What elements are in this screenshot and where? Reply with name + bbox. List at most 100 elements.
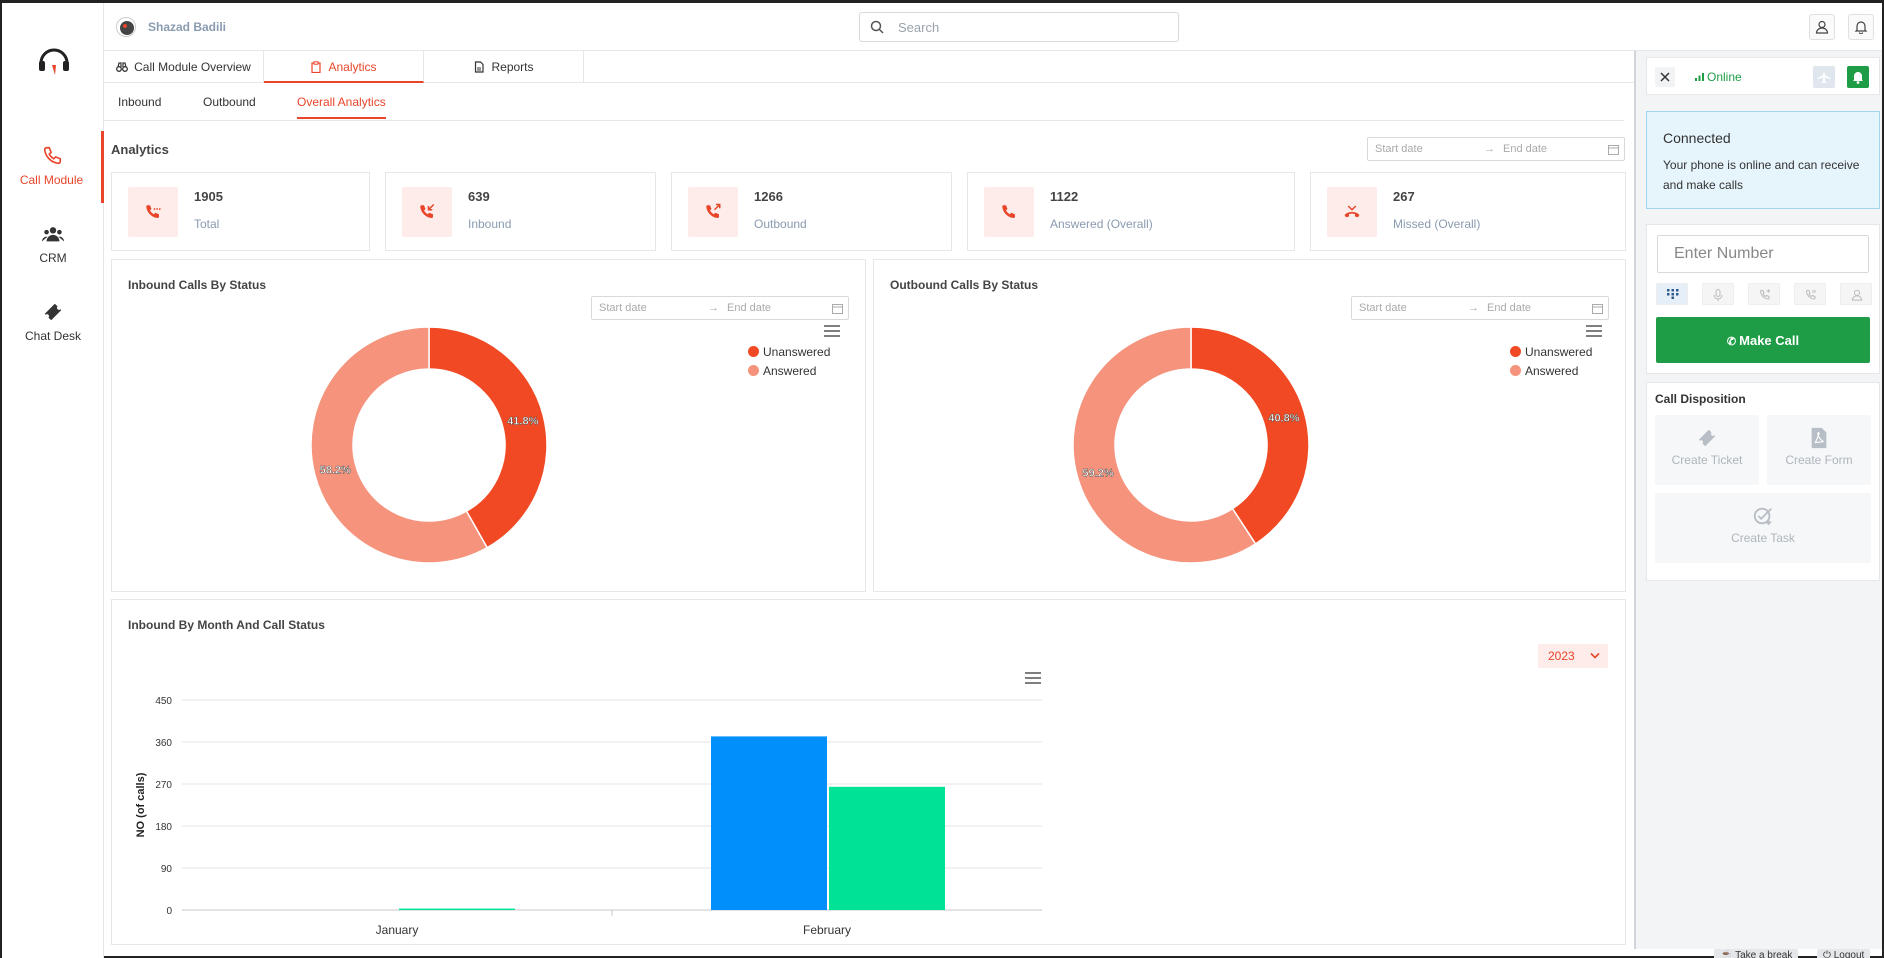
phone-icon: [43, 146, 61, 165]
year-select[interactable]: 2023: [1538, 644, 1608, 668]
tab-call-module-overview[interactable]: Call Module Overview: [104, 51, 264, 83]
donut-slice-answered[interactable]: [310, 326, 489, 564]
start-date-input[interactable]: Start date: [1359, 302, 1407, 314]
search-input[interactable]: [898, 13, 1168, 41]
start-date-input[interactable]: Start date: [1375, 143, 1423, 155]
profile-button[interactable]: [1809, 14, 1835, 40]
contact-button[interactable]: [1840, 283, 1872, 305]
y-axis-label: NO (of calls): [135, 772, 147, 837]
range-arrow-icon: →: [1484, 143, 1495, 155]
stat-outbound: 1266 Outbound: [671, 172, 952, 251]
start-date-input[interactable]: Start date: [599, 302, 647, 314]
alerts-button[interactable]: [1847, 66, 1869, 88]
range-arrow-icon: →: [1468, 302, 1479, 314]
stat-value: 639: [468, 189, 490, 204]
nav-label: Call Module: [19, 173, 84, 187]
nav-chat-desk[interactable]: Chat Desk: [2, 287, 104, 359]
y-tick-label: 360: [155, 738, 172, 749]
y-tick-label: 270: [155, 780, 172, 791]
online-status: Online: [1707, 70, 1742, 84]
end-date-input[interactable]: End date: [727, 302, 772, 314]
notifications-button[interactable]: [1848, 14, 1874, 40]
calendar-icon: [832, 304, 843, 314]
avatar[interactable]: [116, 17, 136, 37]
legend-item[interactable]: Answered: [748, 362, 830, 381]
outbound-date-range[interactable]: Start date → End date: [1351, 296, 1609, 320]
close-panel-button[interactable]: [1655, 67, 1675, 87]
tab-reports[interactable]: Reports: [424, 51, 584, 83]
bar-answered-february[interactable]: [711, 736, 827, 910]
legend-marker: [748, 365, 759, 376]
end-date-input[interactable]: End date: [1487, 302, 1532, 314]
make-call-button[interactable]: ✆ Make Call: [1656, 317, 1870, 363]
pdf-file-icon: [1811, 427, 1827, 449]
create-ticket-button[interactable]: Create Ticket: [1655, 415, 1759, 485]
phone-pause-icon: [1805, 290, 1816, 300]
stat-label: Inbound: [468, 217, 512, 231]
legend-item[interactable]: Unanswered: [748, 343, 830, 362]
transfer-button[interactable]: [1748, 283, 1780, 305]
dialer-box: ✆ Make Call: [1646, 224, 1880, 374]
signal-icon: [1695, 73, 1704, 81]
end-date-input[interactable]: End date: [1503, 143, 1548, 155]
connected-title: Connected: [1663, 130, 1731, 146]
calendar-icon: [1592, 304, 1603, 314]
donut-slice-unanswered[interactable]: [428, 326, 548, 549]
keypad-icon: [1667, 289, 1679, 299]
phone-forward-icon: [1759, 289, 1771, 300]
connected-notice: Connected Your phone is online and can r…: [1646, 111, 1880, 209]
subtab-outbound[interactable]: Outbound: [203, 95, 256, 109]
ticket-icon: [44, 303, 62, 321]
inbound-date-range[interactable]: Start date → End date: [591, 296, 849, 320]
subtab-overall-analytics[interactable]: Overall Analytics: [297, 95, 386, 119]
users-icon: [42, 227, 64, 242]
stat-icon-box: [1327, 187, 1377, 237]
create-task-button[interactable]: Create Task: [1655, 493, 1871, 563]
analytics-date-range[interactable]: Start date → End date: [1367, 137, 1625, 161]
donut-data-label: 41.8%: [507, 415, 538, 427]
legend-label: Unanswered: [1525, 345, 1593, 359]
bar-unanswered-february[interactable]: [829, 786, 945, 910]
legend-item[interactable]: Unanswered: [1510, 343, 1592, 362]
tab-label: Call Module Overview: [134, 60, 251, 74]
stat-label: Outbound: [754, 217, 807, 231]
take-a-break-button[interactable]: ☕ Take a break: [1714, 949, 1799, 958]
logout-button[interactable]: ⏻ Logout: [1817, 949, 1871, 958]
y-tick-label: 450: [155, 696, 172, 707]
calendar-icon: [1608, 145, 1619, 155]
stat-label: Total: [194, 217, 220, 231]
keypad-button[interactable]: [1656, 283, 1688, 305]
outbound-status-card: Outbound Calls By Status Start date → En…: [873, 259, 1626, 592]
chart-menu-icon[interactable]: [1025, 672, 1041, 684]
bar-unanswered-january[interactable]: [399, 908, 515, 910]
phone-missed-icon: [1344, 205, 1360, 218]
mute-button[interactable]: [1702, 283, 1734, 305]
call-disposition-box: Call Disposition Create Ticket Create Fo…: [1646, 382, 1880, 581]
number-input[interactable]: [1657, 235, 1869, 273]
hold-button[interactable]: [1794, 283, 1826, 305]
subtab-inbound[interactable]: Inbound: [118, 95, 162, 109]
airplane-mode-button[interactable]: [1813, 66, 1835, 88]
monthly-inbound-card: Inbound By Month And Call Status 2023 0 9…: [111, 599, 1626, 945]
tab-label: Reports: [491, 60, 534, 74]
nav-call-module[interactable]: Call Module: [2, 131, 104, 203]
search-box[interactable]: [859, 12, 1179, 42]
chart-menu-icon[interactable]: [824, 325, 840, 337]
legend-item[interactable]: Answered: [1510, 362, 1592, 381]
chart-menu-icon[interactable]: [1586, 325, 1602, 337]
donut-data-label: 40.8%: [1268, 412, 1299, 424]
left-nav: Call Module CRM Chat Desk: [2, 3, 104, 958]
nav-label: CRM: [39, 251, 67, 265]
donut-slice-answered[interactable]: [1072, 326, 1257, 564]
inbound-status-card: Inbound Calls By Status Start date → End…: [111, 259, 866, 592]
y-tick-label: 0: [166, 906, 172, 917]
inbound-legend: Unanswered Answered: [748, 343, 830, 381]
create-form-button[interactable]: Create Form: [1767, 415, 1871, 485]
stat-total: 1905 Total: [111, 172, 370, 251]
tab-analytics[interactable]: Analytics: [264, 51, 424, 83]
range-arrow-icon: →: [708, 302, 719, 314]
nav-crm[interactable]: CRM: [2, 209, 104, 281]
donut-slice-unanswered[interactable]: [1190, 326, 1310, 545]
phone-dots-icon: [146, 205, 161, 218]
